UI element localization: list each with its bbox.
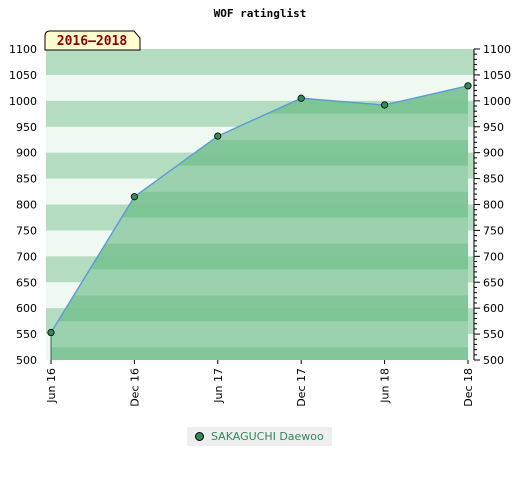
y-tick-label-right: 1050 bbox=[483, 69, 511, 82]
y-tick-label-left: 600 bbox=[16, 302, 37, 315]
plot-band bbox=[46, 61, 474, 76]
area-band bbox=[51, 269, 468, 283]
period-badge-label: 2016–2018 bbox=[57, 34, 128, 49]
plot-band bbox=[46, 87, 474, 102]
x-tick-label: Dec 18 bbox=[462, 368, 475, 407]
area-band bbox=[51, 217, 468, 231]
y-tick-label-right: 650 bbox=[483, 276, 504, 289]
chart-title: WOF ratinglist bbox=[214, 7, 307, 20]
x-tick-label: Jun 16 bbox=[45, 368, 58, 404]
y-tick-label-left: 750 bbox=[16, 224, 37, 237]
legend-label: SAKAGUCHI Daewoo bbox=[211, 430, 324, 443]
legend: SAKAGUCHI Daewoo bbox=[187, 427, 332, 446]
y-tick-label-left: 850 bbox=[16, 173, 37, 186]
area-band bbox=[51, 282, 468, 296]
legend-marker-icon bbox=[195, 432, 204, 441]
y-tick-label-right: 750 bbox=[483, 224, 504, 237]
y-tick-label-left: 650 bbox=[16, 276, 37, 289]
y-tick-label-left: 550 bbox=[16, 328, 37, 341]
y-tick-label-left: 1000 bbox=[9, 95, 37, 108]
data-point bbox=[130, 193, 138, 201]
x-tick-label: Dec 17 bbox=[295, 368, 308, 407]
period-badge bbox=[44, 30, 141, 51]
x-tick-label: Jun 17 bbox=[212, 368, 225, 404]
y-tick-label-right: 800 bbox=[483, 199, 504, 212]
y-tick-label-left: 900 bbox=[16, 147, 37, 160]
area-band bbox=[51, 334, 468, 348]
y-tick-label-right: 550 bbox=[483, 328, 504, 341]
y-tick-label-right: 900 bbox=[483, 147, 504, 160]
area-band bbox=[51, 230, 468, 244]
data-point bbox=[464, 82, 472, 90]
y-tick-label-right: 950 bbox=[483, 121, 504, 134]
y-tick-label-left: 500 bbox=[16, 354, 37, 367]
data-point bbox=[214, 132, 222, 140]
y-tick-label-left: 700 bbox=[16, 250, 37, 263]
y-tick-label-right: 700 bbox=[483, 250, 504, 263]
data-point bbox=[380, 101, 389, 109]
y-tick-label-right: 600 bbox=[483, 302, 504, 315]
y-tick-label-left: 950 bbox=[16, 121, 37, 134]
plot-band bbox=[46, 49, 474, 63]
plot-band bbox=[46, 74, 474, 89]
area-band bbox=[51, 321, 468, 335]
y-tick-label-left: 800 bbox=[16, 199, 37, 212]
y-tick-label-right: 1100 bbox=[483, 43, 511, 56]
y-tick-label-left: 1050 bbox=[9, 69, 37, 82]
y-tick-label-right: 850 bbox=[483, 173, 504, 186]
y-tick-label-right: 500 bbox=[483, 354, 504, 367]
data-point bbox=[297, 94, 305, 102]
y-tick-label-right: 1000 bbox=[483, 95, 511, 108]
series-line bbox=[50, 85, 469, 333]
x-tick-label: Jun 18 bbox=[379, 368, 392, 404]
data-point bbox=[47, 328, 55, 337]
y-tick-label-left: 1100 bbox=[9, 43, 37, 56]
x-tick-label: Dec 16 bbox=[128, 368, 141, 407]
